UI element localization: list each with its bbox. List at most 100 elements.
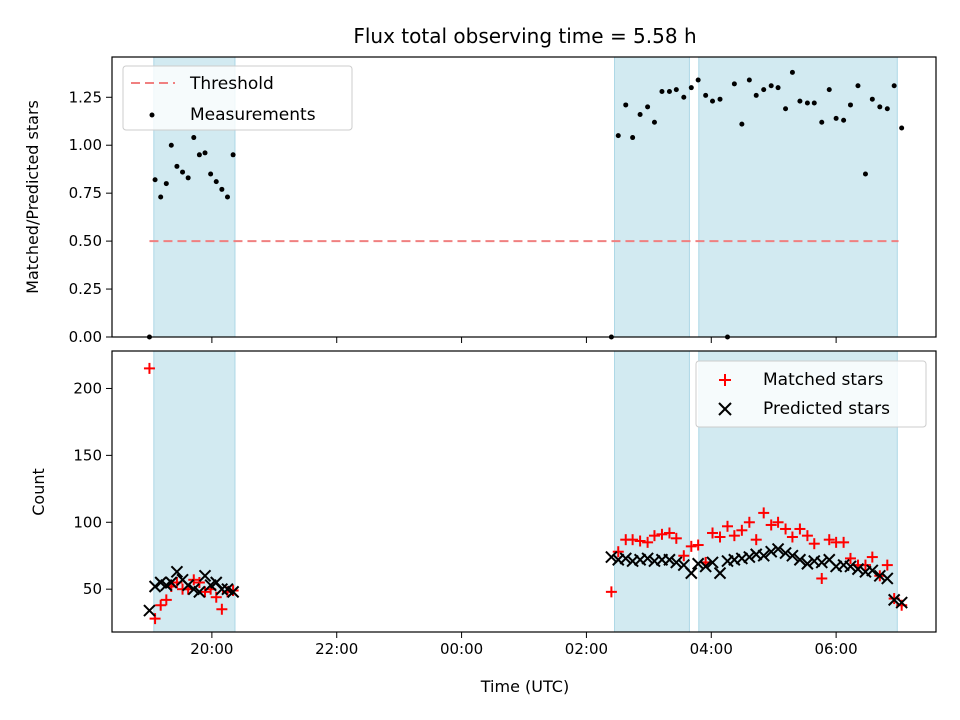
matched-star-marker — [678, 550, 690, 562]
matched-star-marker — [772, 516, 784, 528]
y-tick-label: 0.25 — [69, 280, 102, 298]
measurement-point — [768, 83, 774, 89]
measurement-point — [855, 83, 861, 89]
matched-star-marker — [794, 523, 806, 535]
predicted-star-marker — [619, 552, 632, 565]
measurement-point — [811, 100, 817, 106]
y-tick-label: 150 — [73, 446, 102, 464]
matched-star-marker — [728, 530, 740, 542]
measurement-point — [717, 96, 723, 102]
predicted-star-marker — [170, 565, 184, 578]
predicted-star-marker — [165, 576, 178, 589]
matched-star-marker — [155, 599, 167, 611]
measurement-point — [666, 89, 672, 95]
measurement-point — [191, 135, 197, 141]
measurement-point — [739, 121, 745, 127]
top-x-ticks — [211, 337, 837, 343]
measurement-point — [789, 69, 795, 75]
matched-star-marker — [750, 534, 762, 546]
predicted-star-marker — [605, 550, 618, 564]
measurement-point — [180, 169, 186, 175]
measurement-point — [891, 83, 897, 89]
top-y-ticks: 0.00 0.25 0.50 0.75 1.00 1.25 — [69, 88, 112, 346]
legend-measurements-label: Measurements — [190, 105, 316, 125]
y-tick-label: 200 — [73, 379, 102, 397]
predicted-star-marker — [844, 560, 857, 573]
measurement-point — [637, 112, 643, 118]
measurement-point — [615, 133, 621, 139]
predicted-star-marker — [895, 596, 908, 609]
matched-star-marker — [714, 531, 726, 543]
measurement-point — [899, 125, 905, 131]
matched-star-marker — [758, 507, 770, 519]
measurement-point — [158, 194, 164, 200]
top-legend: Threshold Measurements — [122, 65, 353, 131]
predicted-star-marker — [764, 545, 778, 558]
matched-star-marker — [199, 586, 211, 598]
matched-star-marker — [143, 362, 155, 374]
predicted-star-marker — [663, 553, 676, 566]
bottom-x-ticks: 20:00 22:00 00:00 02:00 04:00 06:00 — [190, 632, 858, 658]
predicted-star-marker — [713, 566, 727, 580]
matched-star-marker — [707, 527, 719, 539]
bot-observing-window-1 — [614, 350, 690, 633]
y-tick-label: 0.00 — [69, 328, 102, 346]
predicted-star-marker — [148, 580, 162, 593]
legend-measurements-swatch — [149, 112, 155, 118]
measurement-point — [869, 96, 875, 102]
matched-star-marker — [881, 559, 893, 571]
matched-star-marker — [670, 532, 682, 544]
legend-predicted-swatch — [718, 402, 732, 416]
measurement-point — [202, 150, 208, 156]
predicted-star-marker — [815, 556, 828, 569]
matched-star-marker — [808, 538, 820, 550]
predicted-star-marker — [181, 578, 195, 592]
measurement-point — [833, 115, 839, 121]
measurement-point — [884, 106, 890, 112]
measurement-point — [710, 98, 716, 104]
measurement-point — [163, 181, 169, 187]
legend-threshold-label: Threshold — [189, 74, 274, 94]
predicted-star-marker — [779, 546, 792, 560]
predicted-star-marker — [670, 556, 683, 569]
matched-star-marker — [216, 603, 228, 615]
measurement-point — [761, 87, 767, 93]
matched-star-marker — [786, 531, 798, 543]
predicted-star-marker — [706, 556, 719, 569]
top-observing-window-2 — [698, 56, 898, 338]
x-tick-label: 02:00 — [565, 640, 608, 658]
matched-star-marker — [642, 536, 654, 548]
bottom-panel: 50 100 150 200 20:00 22:00 00:00 02:00 04:00 06:… — [29, 350, 937, 696]
y-tick-label: 1.25 — [69, 88, 102, 106]
x-tick-label: 06:00 — [815, 640, 858, 658]
bottom-legend: Matched stars Predicted stars — [695, 360, 927, 428]
chart-title: Flux total observing time = 5.58 h — [353, 24, 696, 48]
measurement-point — [196, 152, 202, 158]
measurement-point — [174, 163, 180, 169]
y-tick-label: 50 — [83, 580, 102, 598]
x-axis-label: Time (UTC) — [480, 677, 569, 696]
matched-star-marker — [765, 519, 777, 531]
matched-star-marker — [743, 516, 755, 528]
measurement-point — [804, 100, 810, 106]
predicted-star-markers — [143, 542, 908, 617]
measurement-point — [753, 92, 759, 98]
matched-star-marker — [663, 527, 675, 539]
measurement-point — [775, 85, 781, 91]
measurement-point — [185, 175, 191, 181]
measurement-point — [659, 89, 665, 95]
x-tick-label: 20:00 — [190, 640, 233, 658]
legend-matched-swatch — [719, 374, 731, 386]
top-panel: 0.00 0.25 0.50 0.75 1.00 1.25 Matched/Predict… — [23, 56, 937, 346]
measurement-point — [797, 98, 803, 104]
predicted-star-marker — [851, 562, 865, 576]
matched-star-marker — [612, 546, 624, 558]
predicted-star-marker — [193, 585, 206, 599]
measurement-point — [703, 92, 709, 98]
matched-star-marker — [780, 523, 792, 535]
predicted-star-marker — [691, 557, 705, 570]
predicted-star-marker — [641, 552, 654, 565]
x-tick-label: 22:00 — [315, 640, 358, 658]
x-tick-label: 04:00 — [690, 640, 733, 658]
